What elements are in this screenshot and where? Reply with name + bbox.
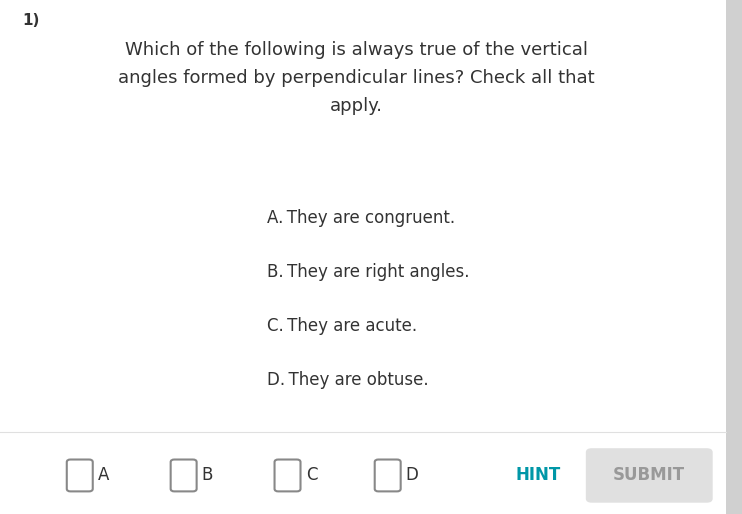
FancyBboxPatch shape <box>586 448 712 503</box>
Text: D. They are obtuse.: D. They are obtuse. <box>267 371 429 390</box>
Text: D: D <box>406 466 418 485</box>
FancyBboxPatch shape <box>375 460 401 491</box>
FancyBboxPatch shape <box>171 460 197 491</box>
Text: B: B <box>202 466 213 485</box>
FancyBboxPatch shape <box>726 0 742 514</box>
Text: A: A <box>98 466 109 485</box>
Text: C: C <box>306 466 317 485</box>
Text: B. They are right angles.: B. They are right angles. <box>267 263 470 282</box>
Text: HINT: HINT <box>516 466 560 485</box>
Text: C. They are acute.: C. They are acute. <box>267 317 417 336</box>
FancyBboxPatch shape <box>275 460 301 491</box>
Text: Which of the following is always true of the vertical
angles formed by perpendic: Which of the following is always true of… <box>118 41 594 115</box>
Text: 1): 1) <box>22 13 39 28</box>
Text: A. They are congruent.: A. They are congruent. <box>267 209 456 228</box>
FancyBboxPatch shape <box>67 460 93 491</box>
Text: SUBMIT: SUBMIT <box>613 466 686 485</box>
